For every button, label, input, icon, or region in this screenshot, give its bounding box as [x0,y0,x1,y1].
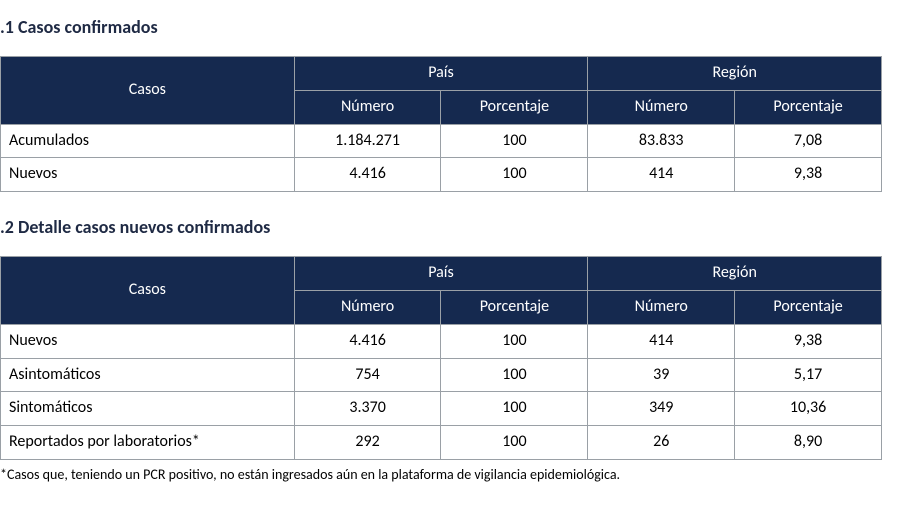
header-region-numero: Número [588,90,735,124]
row-label: Acumulados [1,124,295,158]
cell-pais-numero: 4.416 [294,158,441,192]
cell-pais-numero: 3.370 [294,392,441,426]
cell-pais-porcentaje: 100 [441,392,588,426]
table-row: Acumulados1.184.27110083.8337,08 [1,124,882,158]
table-2-body: Nuevos4.4161004149,38Asintomáticos754100… [1,324,882,459]
cell-pais-porcentaje: 100 [441,426,588,460]
table-row: Asintomáticos754100395,17 [1,358,882,392]
table-row: Nuevos4.4161004149,38 [1,158,882,192]
table-header-row-1: Casos País Región [1,57,882,91]
cell-region-numero: 414 [588,158,735,192]
row-label: Sintomáticos [1,392,295,426]
table-1-body: Acumulados1.184.27110083.8337,08Nuevos4.… [1,124,882,192]
header-pais: País [294,257,588,291]
cell-region-numero: 83.833 [588,124,735,158]
cell-region-numero: 414 [588,324,735,358]
table-row: Nuevos4.4161004149,38 [1,324,882,358]
header-region: Región [588,57,882,91]
table-header-row-1: Casos País Región [1,257,882,291]
header-region-numero: Número [588,290,735,324]
header-casos: Casos [1,257,295,325]
row-label: Nuevos [1,158,295,192]
cell-region-numero: 39 [588,358,735,392]
row-label: Nuevos [1,324,295,358]
table-casos-confirmados: Casos País Región Número Porcentaje Núme… [0,56,882,192]
cell-region-porcentaje: 5,17 [735,358,882,392]
table-row: Reportados por laboratorios*292100268,90 [1,426,882,460]
header-pais-porcentaje: Porcentaje [441,290,588,324]
cell-region-numero: 349 [588,392,735,426]
cell-pais-numero: 754 [294,358,441,392]
section-2-heading: .2 Detalle casos nuevos confirmados [0,216,882,238]
header-pais-numero: Número [294,290,441,324]
cell-pais-numero: 4.416 [294,324,441,358]
cell-region-porcentaje: 10,36 [735,392,882,426]
header-pais-porcentaje: Porcentaje [441,90,588,124]
cell-pais-numero: 1.184.271 [294,124,441,158]
header-pais: País [294,57,588,91]
header-casos: Casos [1,57,295,125]
cell-pais-porcentaje: 100 [441,324,588,358]
cell-pais-porcentaje: 100 [441,158,588,192]
row-label: Asintomáticos [1,358,295,392]
cell-pais-porcentaje: 100 [441,358,588,392]
cell-pais-numero: 292 [294,426,441,460]
header-region-porcentaje: Porcentaje [735,290,882,324]
table-row: Sintomáticos3.37010034910,36 [1,392,882,426]
section-casos-confirmados: .1 Casos confirmados Casos País Región N… [0,16,882,192]
table-detalle-casos-nuevos: Casos País Región Número Porcentaje Núme… [0,256,882,460]
header-region-porcentaje: Porcentaje [735,90,882,124]
header-pais-numero: Número [294,90,441,124]
cell-region-porcentaje: 9,38 [735,158,882,192]
cell-region-porcentaje: 7,08 [735,124,882,158]
footnote-laboratorios: *Casos que, teniendo un PCR positivo, no… [0,466,882,483]
cell-region-numero: 26 [588,426,735,460]
cell-region-porcentaje: 8,90 [735,426,882,460]
section-1-heading: .1 Casos confirmados [0,16,882,38]
header-region: Región [588,257,882,291]
row-label: Reportados por laboratorios* [1,426,295,460]
section-detalle-casos-nuevos: .2 Detalle casos nuevos confirmados Caso… [0,216,882,483]
cell-region-porcentaje: 9,38 [735,324,882,358]
cell-pais-porcentaje: 100 [441,124,588,158]
